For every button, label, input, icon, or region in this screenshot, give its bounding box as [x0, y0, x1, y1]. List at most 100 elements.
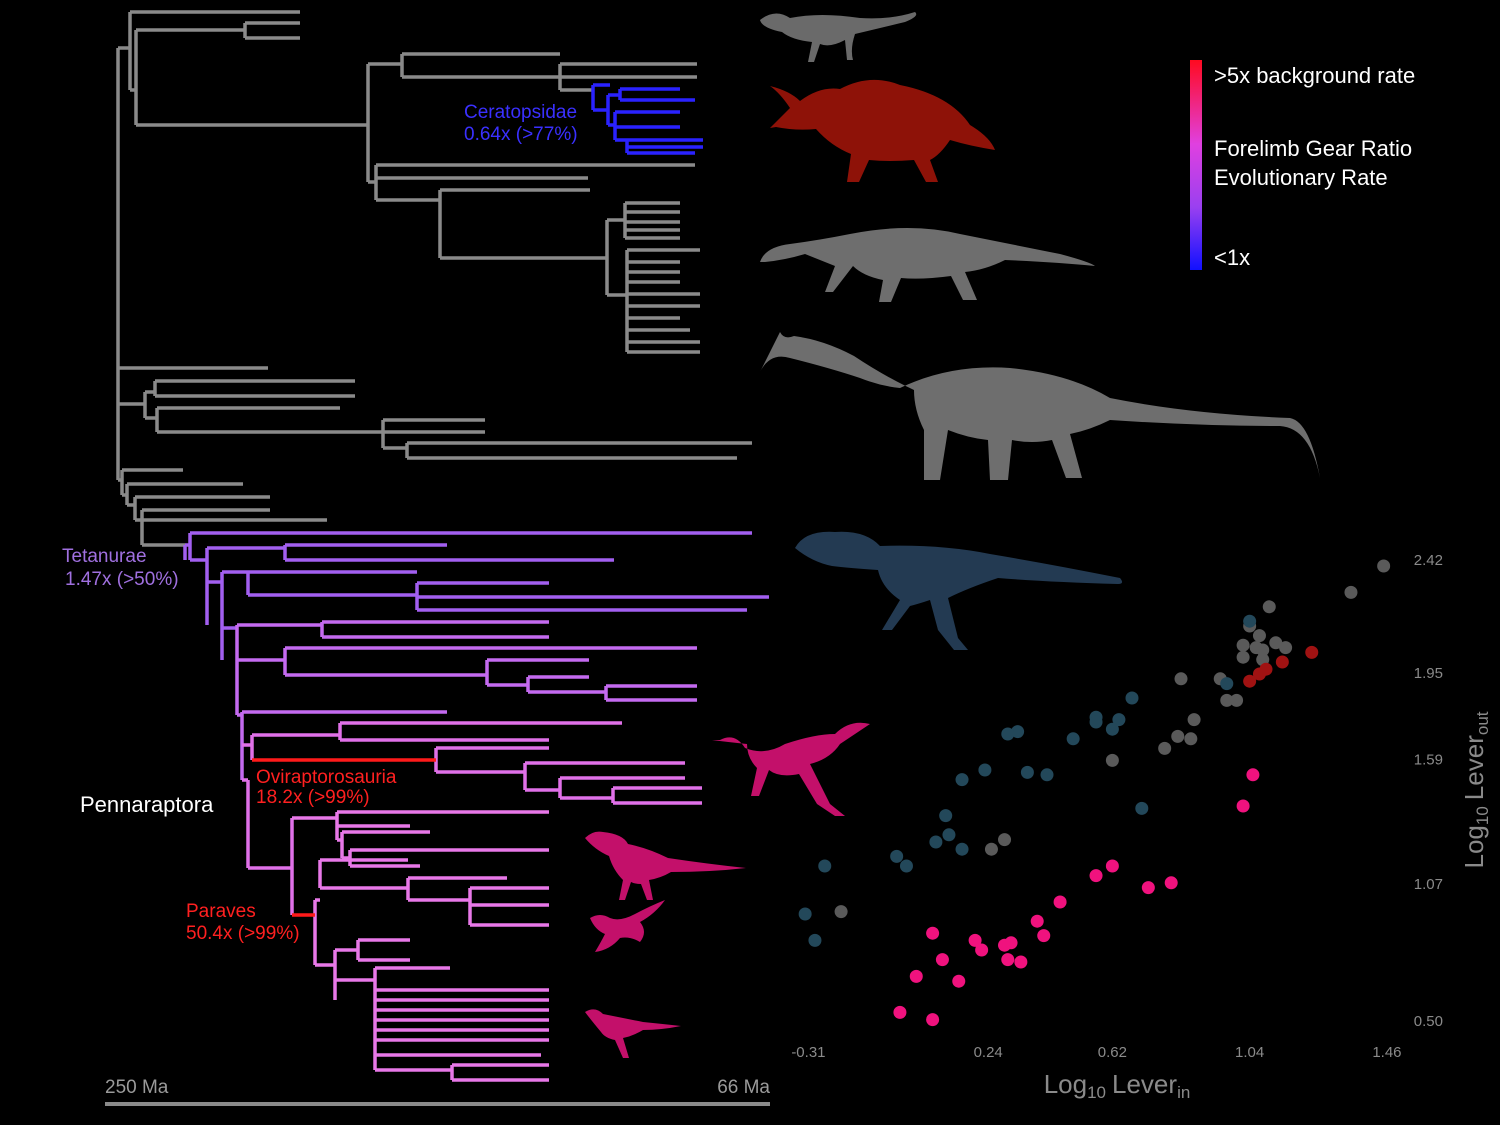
point [1252, 629, 1266, 643]
point [834, 905, 848, 919]
point [1174, 672, 1188, 686]
point [818, 859, 832, 873]
legend-label: >5x background rate [1214, 63, 1415, 88]
y-axis-title: Log10 Leverout [1459, 711, 1493, 868]
point [1184, 732, 1198, 746]
axis-title-part: Lever [1112, 1069, 1177, 1099]
legend: >5x background rate Forelimb Gear Ratio … [1190, 60, 1415, 270]
point [798, 907, 812, 921]
x-tick-label: 1.46 [1372, 1044, 1401, 1061]
point [929, 835, 943, 849]
silhouette-tyrannosaur [795, 531, 1123, 650]
point [1105, 722, 1119, 736]
clade-name: Paraves [186, 901, 256, 922]
axis-title-part: Log [1044, 1069, 1087, 1099]
point [808, 933, 822, 947]
point [975, 943, 989, 957]
point [1040, 768, 1054, 782]
legend-gradient [1190, 60, 1202, 270]
axis-title-sub: 10 [1473, 806, 1492, 825]
time-label: 250 Ma [105, 1077, 169, 1098]
point [1135, 801, 1149, 815]
point [1187, 713, 1201, 727]
point [1279, 641, 1293, 655]
silhouette-ornithopod [760, 228, 1095, 302]
y-tick-label: 0.50 [1414, 1013, 1443, 1030]
silhouette-ceratopsian [770, 79, 995, 182]
x-tick-label: 1.04 [1235, 1044, 1264, 1061]
x-axis-title: Log10 Leverin [1044, 1069, 1191, 1103]
silhouette-oviraptorosaur [712, 722, 870, 816]
point [899, 859, 913, 873]
branches-tetanurae [183, 531, 769, 660]
x-tick-label: -0.31 [791, 1044, 825, 1061]
y-tick-label: 1.95 [1414, 665, 1443, 682]
point [1243, 674, 1257, 688]
legend-label: Evolutionary Rate [1214, 165, 1388, 190]
y-tick-label: 1.59 [1414, 751, 1443, 768]
point [1014, 955, 1028, 969]
branches-paraves [292, 810, 549, 1082]
point [893, 1005, 907, 1019]
point [942, 828, 956, 842]
axis-title-sub: in [1177, 1083, 1190, 1102]
point [978, 763, 992, 777]
point [1269, 636, 1283, 650]
axis-title-sub: 10 [1087, 1083, 1106, 1102]
silhouette-small-ornithischian [760, 12, 917, 62]
point [1001, 953, 1015, 967]
branches-high-rate [252, 758, 436, 917]
point [1377, 559, 1391, 573]
point [1089, 869, 1103, 883]
point [955, 773, 969, 787]
point [1158, 741, 1172, 755]
point [1252, 667, 1266, 681]
point [952, 974, 966, 988]
point [1230, 693, 1244, 707]
clade-name: Oviraptorosauria [256, 767, 397, 788]
point [1220, 677, 1234, 691]
y-tick-label: 1.07 [1414, 876, 1443, 893]
point [1220, 693, 1234, 707]
point [935, 953, 949, 967]
clade-rate: 50.4x (>99%) [186, 923, 300, 944]
branches-ceratopsidae [591, 83, 703, 155]
point [1164, 876, 1178, 890]
silhouette-microraptor [590, 900, 665, 952]
branches-oviraptorosauria [242, 721, 702, 915]
point [1262, 600, 1276, 614]
point [968, 933, 982, 947]
point [955, 842, 969, 856]
clade-rate: 0.64x (>77%) [464, 124, 578, 145]
point [1001, 727, 1015, 741]
point [1105, 859, 1119, 873]
point [1053, 895, 1067, 909]
point [1020, 765, 1034, 779]
axis-title-part: Lever [1459, 735, 1489, 800]
point [1246, 768, 1260, 782]
point [1256, 643, 1270, 657]
axis-title-part: Log [1459, 825, 1489, 868]
point [1089, 715, 1103, 729]
clade-name: Tetanurae [62, 546, 147, 567]
phylogeny [116, 10, 769, 1082]
branches-gray [116, 10, 752, 547]
point [890, 849, 904, 863]
point [1141, 881, 1155, 895]
point [1037, 929, 1051, 943]
branches-mid [235, 620, 697, 780]
silhouette-bird [585, 1009, 681, 1058]
point [1344, 585, 1358, 599]
axis-title-sub: out [1473, 711, 1492, 735]
point [1243, 614, 1257, 628]
point [1066, 732, 1080, 746]
point [1112, 713, 1126, 727]
time-label: 66 Ma [717, 1077, 770, 1098]
legend-label: Forelimb Gear Ratio [1214, 136, 1412, 161]
clade-rate: 1.47x (>50%) [65, 569, 179, 590]
clade-labels: Ceratopsidae 0.64x (>77%) Tetanurae 1.47… [62, 102, 578, 944]
x-tick-label: 0.62 [1098, 1044, 1127, 1061]
clade-rate: 18.2x (>99%) [256, 787, 370, 808]
point [1236, 650, 1250, 664]
